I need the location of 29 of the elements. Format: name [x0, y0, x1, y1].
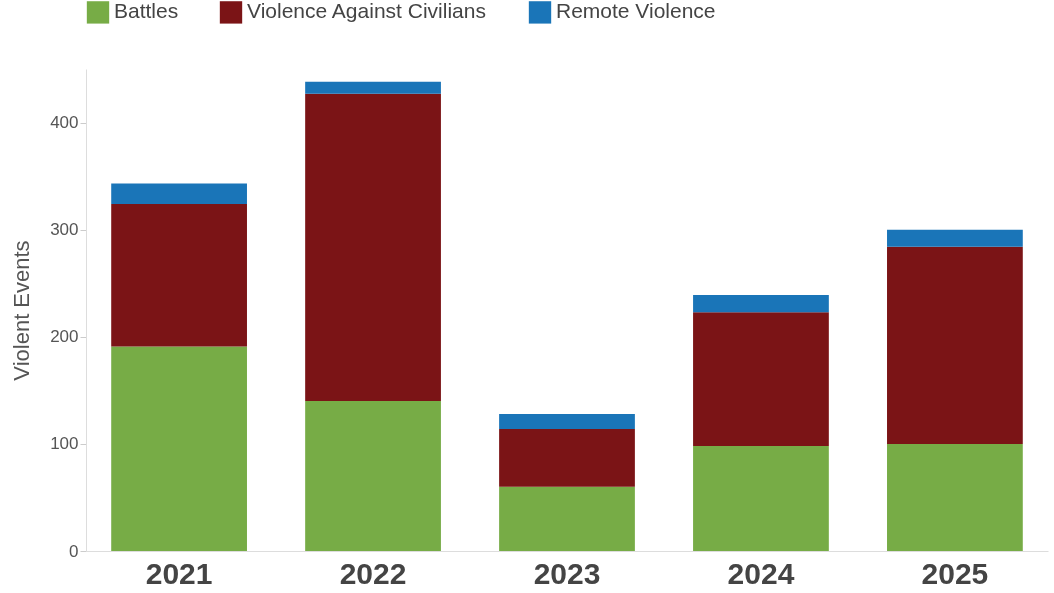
legend-label: Battles [114, 0, 179, 23]
bar [111, 183, 247, 204]
y-tick-label: 200 [50, 327, 79, 347]
x-tick-label: 2024 [727, 556, 795, 590]
y-tick-label: 100 [50, 434, 79, 454]
bar [693, 295, 829, 313]
x-tick-label: 2022 [339, 556, 407, 590]
x-tick-label: 2021 [145, 556, 213, 590]
x-tick-label: 2023 [533, 556, 601, 590]
bar [111, 203, 247, 347]
bar [305, 93, 441, 402]
y-tick-label: 300 [50, 220, 79, 240]
y-tick-label: 400 [50, 113, 79, 133]
legend-label: Violence Against Civilians [247, 0, 486, 23]
bar [887, 229, 1023, 247]
x-tick-label: 2025 [921, 556, 989, 590]
bar [305, 81, 441, 94]
y-tick-label: 0 [69, 541, 79, 561]
bar [499, 413, 635, 429]
y-axis-title: Violent Events [9, 240, 35, 381]
bar [499, 486, 635, 551]
bar [111, 346, 247, 551]
bar [887, 246, 1023, 444]
bar [499, 428, 635, 487]
bar [693, 446, 829, 551]
bar [693, 312, 829, 447]
bar [887, 443, 1023, 551]
legend-label: Remote Violence [556, 0, 716, 23]
bar [305, 401, 441, 551]
